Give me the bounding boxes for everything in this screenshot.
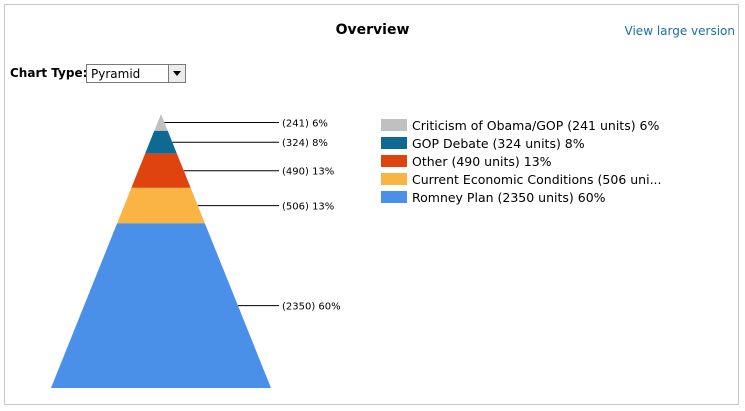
legend-item[interactable]: Romney Plan (2350 units) 60% — [381, 188, 702, 206]
pyramid-segment[interactable] — [131, 153, 191, 188]
chart-legend: Criticism of Obama/GOP (241 units) 6% GOP… — [381, 116, 702, 206]
chart-title: Overview — [335, 22, 410, 38]
legend-label: GOP Debate (324 units) 8% — [412, 135, 585, 151]
pyramid-segment[interactable] — [51, 223, 271, 388]
pyramid-segment[interactable] — [117, 187, 205, 224]
legend-item[interactable]: Current Economic Conditions (506 uni... — [381, 170, 702, 188]
chart-type-label: Chart Type: — [10, 66, 88, 80]
chart-type-select-value: Pyramid — [91, 67, 141, 81]
chart-type-select[interactable]: Pyramid — [86, 64, 186, 83]
data-label: (324) 8% — [282, 138, 328, 149]
legend-label: Romney Plan (2350 units) 60% — [412, 189, 606, 205]
legend-swatch — [381, 191, 407, 203]
chevron-down-icon[interactable] — [168, 65, 185, 82]
legend-item[interactable]: GOP Debate (324 units) 8% — [381, 134, 702, 152]
pyramid-segment[interactable] — [154, 114, 168, 131]
legend-swatch — [381, 173, 407, 185]
data-label: (506) 13% — [282, 202, 334, 213]
view-large-version-link[interactable]: View large version — [624, 24, 735, 38]
legend-swatch — [381, 137, 407, 149]
legend-label: Criticism of Obama/GOP (241 units) 6% — [412, 117, 660, 133]
legend-swatch — [381, 155, 407, 167]
pyramid-segment[interactable] — [145, 130, 177, 154]
legend-label: Current Economic Conditions (506 uni... — [412, 171, 662, 187]
legend-label: Other (490 units) 13% — [412, 153, 552, 169]
legend-item[interactable]: Criticism of Obama/GOP (241 units) 6% — [381, 116, 702, 134]
data-label: (2350) 60% — [282, 302, 341, 313]
data-label: (490) 13% — [282, 167, 334, 178]
legend-swatch — [381, 119, 407, 131]
data-label: (241) 6% — [282, 118, 328, 129]
legend-item[interactable]: Other (490 units) 13% — [381, 152, 702, 170]
